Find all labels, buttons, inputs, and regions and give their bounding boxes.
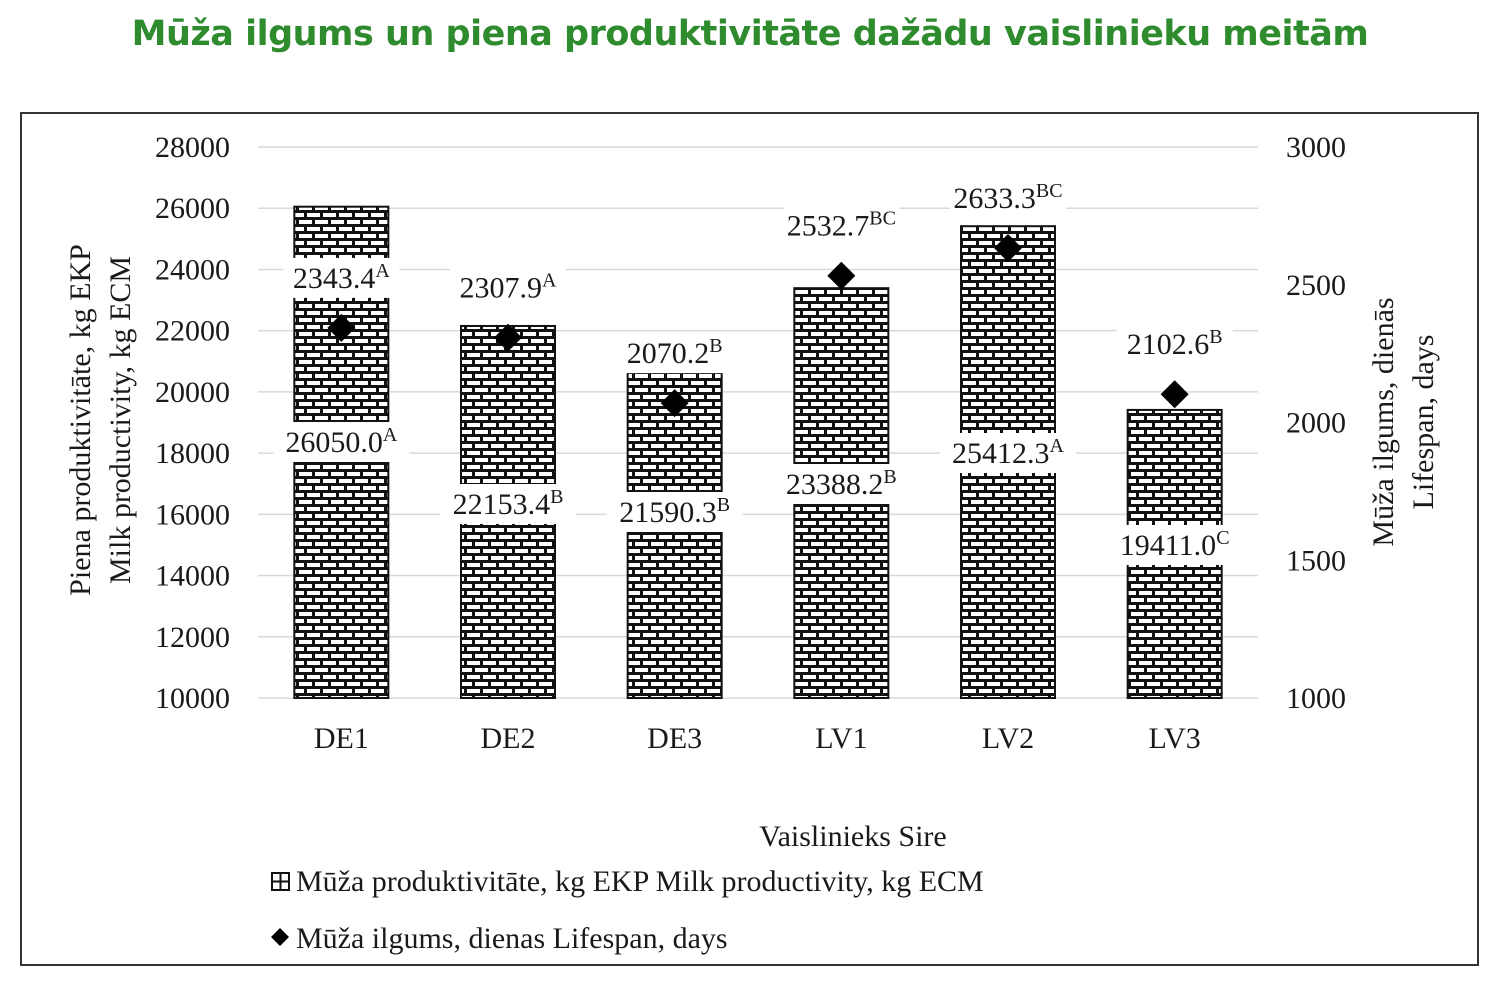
- y-tick-label-right: 1500: [1286, 544, 1346, 577]
- lifespan-marker: [660, 389, 689, 418]
- x-axis-title: Vaislinieks Sire: [759, 820, 947, 853]
- marker-label-bg: [783, 205, 900, 246]
- chart-title: Mūža ilgums un piena produktivitāte dažā…: [131, 14, 1369, 54]
- lifespan-marker: [1160, 380, 1189, 409]
- y-tick-label-left: 18000: [155, 437, 230, 470]
- legend: Mūža produktivitāte, kg EKP Milk product…: [271, 865, 984, 955]
- marker-value-label: 2307.9A: [460, 270, 558, 305]
- y-tick-label-left: 10000: [155, 682, 230, 715]
- x-tick-label: DE2: [481, 722, 536, 755]
- axes: 10000 12000 14000 16000 18000 20000 22000 24000…: [155, 131, 1346, 755]
- bar-value-label: 21590.3B: [619, 494, 730, 529]
- bar-value-label: 23388.2B: [786, 466, 897, 501]
- marker-label-bg: [450, 267, 566, 308]
- bar-label-bg: [1106, 525, 1243, 565]
- marker-label-bg: [950, 178, 1066, 219]
- data-labels: 26050.0A 22153.4B 21590.3B 23388.2B 25412.3A…: [273, 178, 1243, 565]
- bar-label-bg: [273, 422, 410, 462]
- y-tick-label-right: 1000: [1286, 682, 1346, 715]
- bar-value-label: 19411.0C: [1120, 527, 1230, 562]
- marker-value-label: 2633.3BC: [953, 180, 1062, 215]
- lifespan-marker: [494, 323, 522, 352]
- gridlines: [258, 146, 1258, 699]
- bar-label-bg: [940, 433, 1076, 473]
- x-tick-label: LV1: [815, 722, 867, 755]
- bar-label-bg: [606, 492, 743, 532]
- y-tick-label-left: 12000: [155, 621, 230, 654]
- y-tick-label-left: 24000: [155, 253, 230, 286]
- x-tick-label: LV2: [982, 722, 1034, 755]
- marker-value-label: 2070.2B: [627, 335, 723, 370]
- x-tick-label: DE3: [647, 722, 702, 755]
- lifespan-marker: [327, 313, 356, 342]
- y-axis-right-title-line2: Lifespan, days: [1407, 335, 1440, 510]
- y-tick-label-left: 28000: [155, 131, 230, 164]
- marker-label-bg: [616, 333, 733, 374]
- marker-value-label: 2102.6B: [1127, 326, 1223, 361]
- bar-label-bg: [440, 484, 576, 524]
- bar-value-label: 26050.0A: [285, 424, 398, 459]
- legend-bar-label: Mūža produktivitāte, kg EKP Milk product…: [296, 865, 984, 898]
- y-tick-label-left: 16000: [155, 498, 230, 531]
- legend-marker-label: Mūža ilgums, dienas Lifespan, days: [296, 922, 728, 955]
- y-tick-label-left: 22000: [155, 315, 230, 348]
- marker-value-label: 2343.4A: [293, 260, 391, 295]
- y-axis-left-title-line2: Milk productivity, kg ECM: [104, 256, 137, 584]
- marker-label-bg: [1116, 324, 1233, 365]
- marker-label-bg: [283, 257, 400, 298]
- y-tick-label-left: 14000: [155, 560, 230, 593]
- y-axis-right-title-line1: Mūža ilgums, dienās: [1367, 297, 1400, 546]
- legend-diamond-marker: [271, 928, 289, 946]
- x-tick-label: DE1: [314, 722, 369, 755]
- x-tick-label: LV3: [1149, 722, 1201, 755]
- marker-series: [327, 234, 1189, 418]
- y-axis-left-title-line1: Piena produktivitāte, kg EKP: [64, 244, 97, 596]
- y-tick-label-right: 2000: [1286, 407, 1346, 440]
- bar-value-label: 22153.4B: [453, 486, 564, 521]
- y-tick-label-left: 20000: [155, 376, 230, 409]
- legend-item-marker: Mūža ilgums, dienas Lifespan, days: [271, 922, 728, 955]
- chart-frame: [20, 112, 1479, 966]
- lifespan-marker: [994, 234, 1022, 263]
- lifespan-marker: [827, 261, 856, 290]
- y-tick-label-right: 3000: [1286, 131, 1346, 164]
- bar-series: [293, 205, 1223, 699]
- legend-item-bar: Mūža produktivitāte, kg EKP Milk product…: [271, 865, 984, 898]
- bar-label-bg: [773, 464, 910, 504]
- marker-value-label: 2532.7BC: [787, 208, 896, 243]
- bar-value-label: 25412.3A: [952, 435, 1065, 470]
- y-tick-label-right: 2500: [1286, 269, 1346, 302]
- y-tick-label-left: 26000: [155, 192, 230, 225]
